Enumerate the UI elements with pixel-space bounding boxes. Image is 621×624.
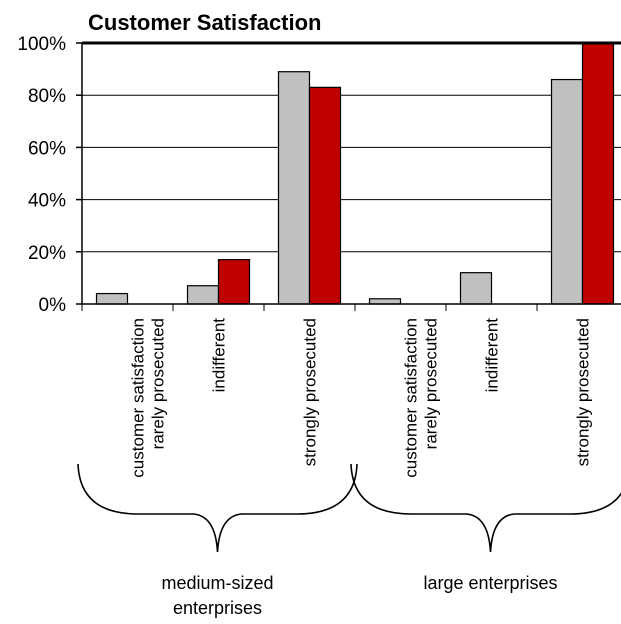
y-tick-label: 40% [28,191,66,212]
bar [459,272,493,305]
bar [217,259,251,305]
group-label: large enterprises [423,573,557,593]
group-label-line: enterprises [173,598,262,618]
y-tick-label: 0% [39,295,67,316]
x-tick-label: customer satisfactionrarely prosecuted [129,318,168,478]
group-braces: medium-sized enterprises large enterprises [77,463,621,618]
x-tick-label: customer satisfactionrarely prosecuted [402,318,441,478]
group-label-line: medium-sized [161,573,273,593]
x-tick-label: strongly prosecuted [301,318,320,466]
group-label: medium-sized enterprises [161,573,273,618]
gridlines [82,42,621,253]
bar [277,71,311,305]
x-tick-label-line: customer satisfaction [129,318,148,478]
y-tick-label: 80% [28,86,66,107]
x-tick-label: indifferent [210,318,229,393]
bar [581,42,615,305]
group-label-line: large enterprises [423,573,557,593]
x-tick-label-line: strongly prosecuted [301,318,320,466]
y-tick-label: 60% [28,138,66,159]
x-tick-labels: customer satisfactionrarely prosecuted in… [129,318,593,478]
chart-title: Customer Satisfaction [88,10,322,35]
x-tick-label: indifferent [483,318,502,393]
group-brace [77,463,358,553]
group-brace [350,463,621,553]
x-tick-label-line: strongly prosecuted [574,318,593,466]
bar [550,78,584,305]
y-tick-labels: 0% 20% 40% 60% 80% 100% [17,34,66,316]
x-tick-label-line: customer satisfaction [402,318,421,478]
x-tick-label-line: rarely prosecuted [422,318,441,449]
y-tick-label: 100% [17,34,66,55]
x-tick-label-line: rarely prosecuted [149,318,168,449]
bar [186,285,220,305]
axes [76,41,621,311]
x-tick-label-line: indifferent [210,318,229,393]
bar [368,298,402,305]
x-tick-label: strongly prosecuted [574,318,593,466]
x-tick-label-line: indifferent [483,318,502,393]
bar [95,292,129,305]
y-tick-label: 20% [28,243,66,264]
bars [95,42,615,305]
bar [308,86,342,305]
